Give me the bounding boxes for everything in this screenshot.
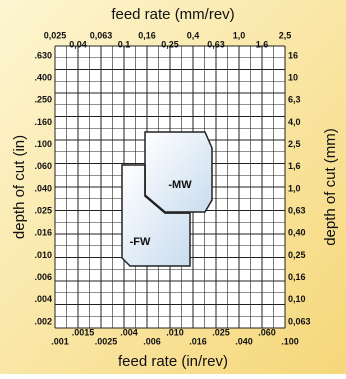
left-tick-label: .630	[34, 50, 52, 60]
region-edge	[144, 165, 190, 214]
top-tick-label: 0,16	[138, 30, 156, 40]
left-tick-label: .016	[34, 228, 52, 238]
top-tick-label: 0,25	[161, 39, 179, 49]
top-tick-label: 1,0	[233, 30, 246, 40]
bottom-tick-label: .010	[166, 327, 184, 337]
left-tick-label: .002	[34, 316, 52, 326]
right-tick-label: 0,063	[288, 316, 311, 326]
top-tick-label: 0,04	[69, 39, 87, 49]
bottom-tick-label: .001	[51, 336, 69, 346]
bottom-tick-label: .060	[258, 327, 276, 337]
right-tick-label: 0,40	[288, 228, 306, 238]
bottom-tick-label: .0025	[95, 336, 118, 346]
left-tick-label: .006	[34, 272, 52, 282]
right-tick-label: 1,0	[288, 183, 301, 193]
left-tick-label: .400	[34, 73, 52, 83]
left-tick-label: .160	[34, 117, 52, 127]
left-tick-label: .250	[34, 95, 52, 105]
bottom-tick-label: .016	[189, 336, 207, 346]
region-mw	[144, 131, 213, 213]
top-tick-label: 0,063	[90, 30, 113, 40]
bottom-axis-title: feed rate (in/rev)	[118, 353, 228, 370]
region-label: -FW	[130, 236, 151, 248]
bottom-tick-label: .004	[120, 327, 138, 337]
left-tick-label: .060	[34, 161, 52, 171]
right-tick-label: 0,10	[288, 294, 306, 304]
top-tick-label: 2,5	[279, 30, 292, 40]
right-tick-label: 6,3	[288, 95, 301, 105]
top-tick-label: 0,1	[118, 39, 131, 49]
bottom-tick-label: .100	[281, 336, 299, 346]
region-label: -MW	[168, 179, 192, 191]
top-tick-label: 0,63	[207, 39, 225, 49]
right-tick-label: 0,25	[288, 250, 306, 260]
bottom-tick-label: .006	[143, 336, 161, 346]
bottom-tick-label: .0015	[72, 327, 95, 337]
right-tick-label: 0,63	[288, 206, 306, 216]
left-tick-label: .010	[34, 250, 52, 260]
left-tick-label: .025	[34, 206, 52, 216]
left-tick-label: .040	[34, 183, 52, 193]
right-axis-title: depth of cut (mm)	[322, 128, 339, 246]
bottom-tick-label: .040	[235, 336, 253, 346]
left-tick-label: .004	[34, 294, 52, 304]
left-tick-label: .100	[34, 139, 52, 149]
right-tick-label: 0,16	[288, 272, 306, 282]
right-tick-label: 4,0	[288, 117, 301, 127]
right-tick-label: 1,6	[288, 161, 301, 171]
right-tick-label: 10	[288, 73, 298, 83]
right-tick-label: 16	[288, 50, 298, 60]
top-tick-label: 0,4	[187, 30, 200, 40]
left-axis-title: depth of cut (in)	[11, 135, 28, 239]
bottom-tick-label: .025	[212, 327, 230, 337]
top-tick-label: 1,6	[256, 39, 269, 49]
top-axis-title: feed rate (mm/rev)	[111, 6, 234, 23]
right-tick-label: 2,5	[288, 139, 301, 149]
top-tick-label: 0,025	[44, 30, 67, 40]
